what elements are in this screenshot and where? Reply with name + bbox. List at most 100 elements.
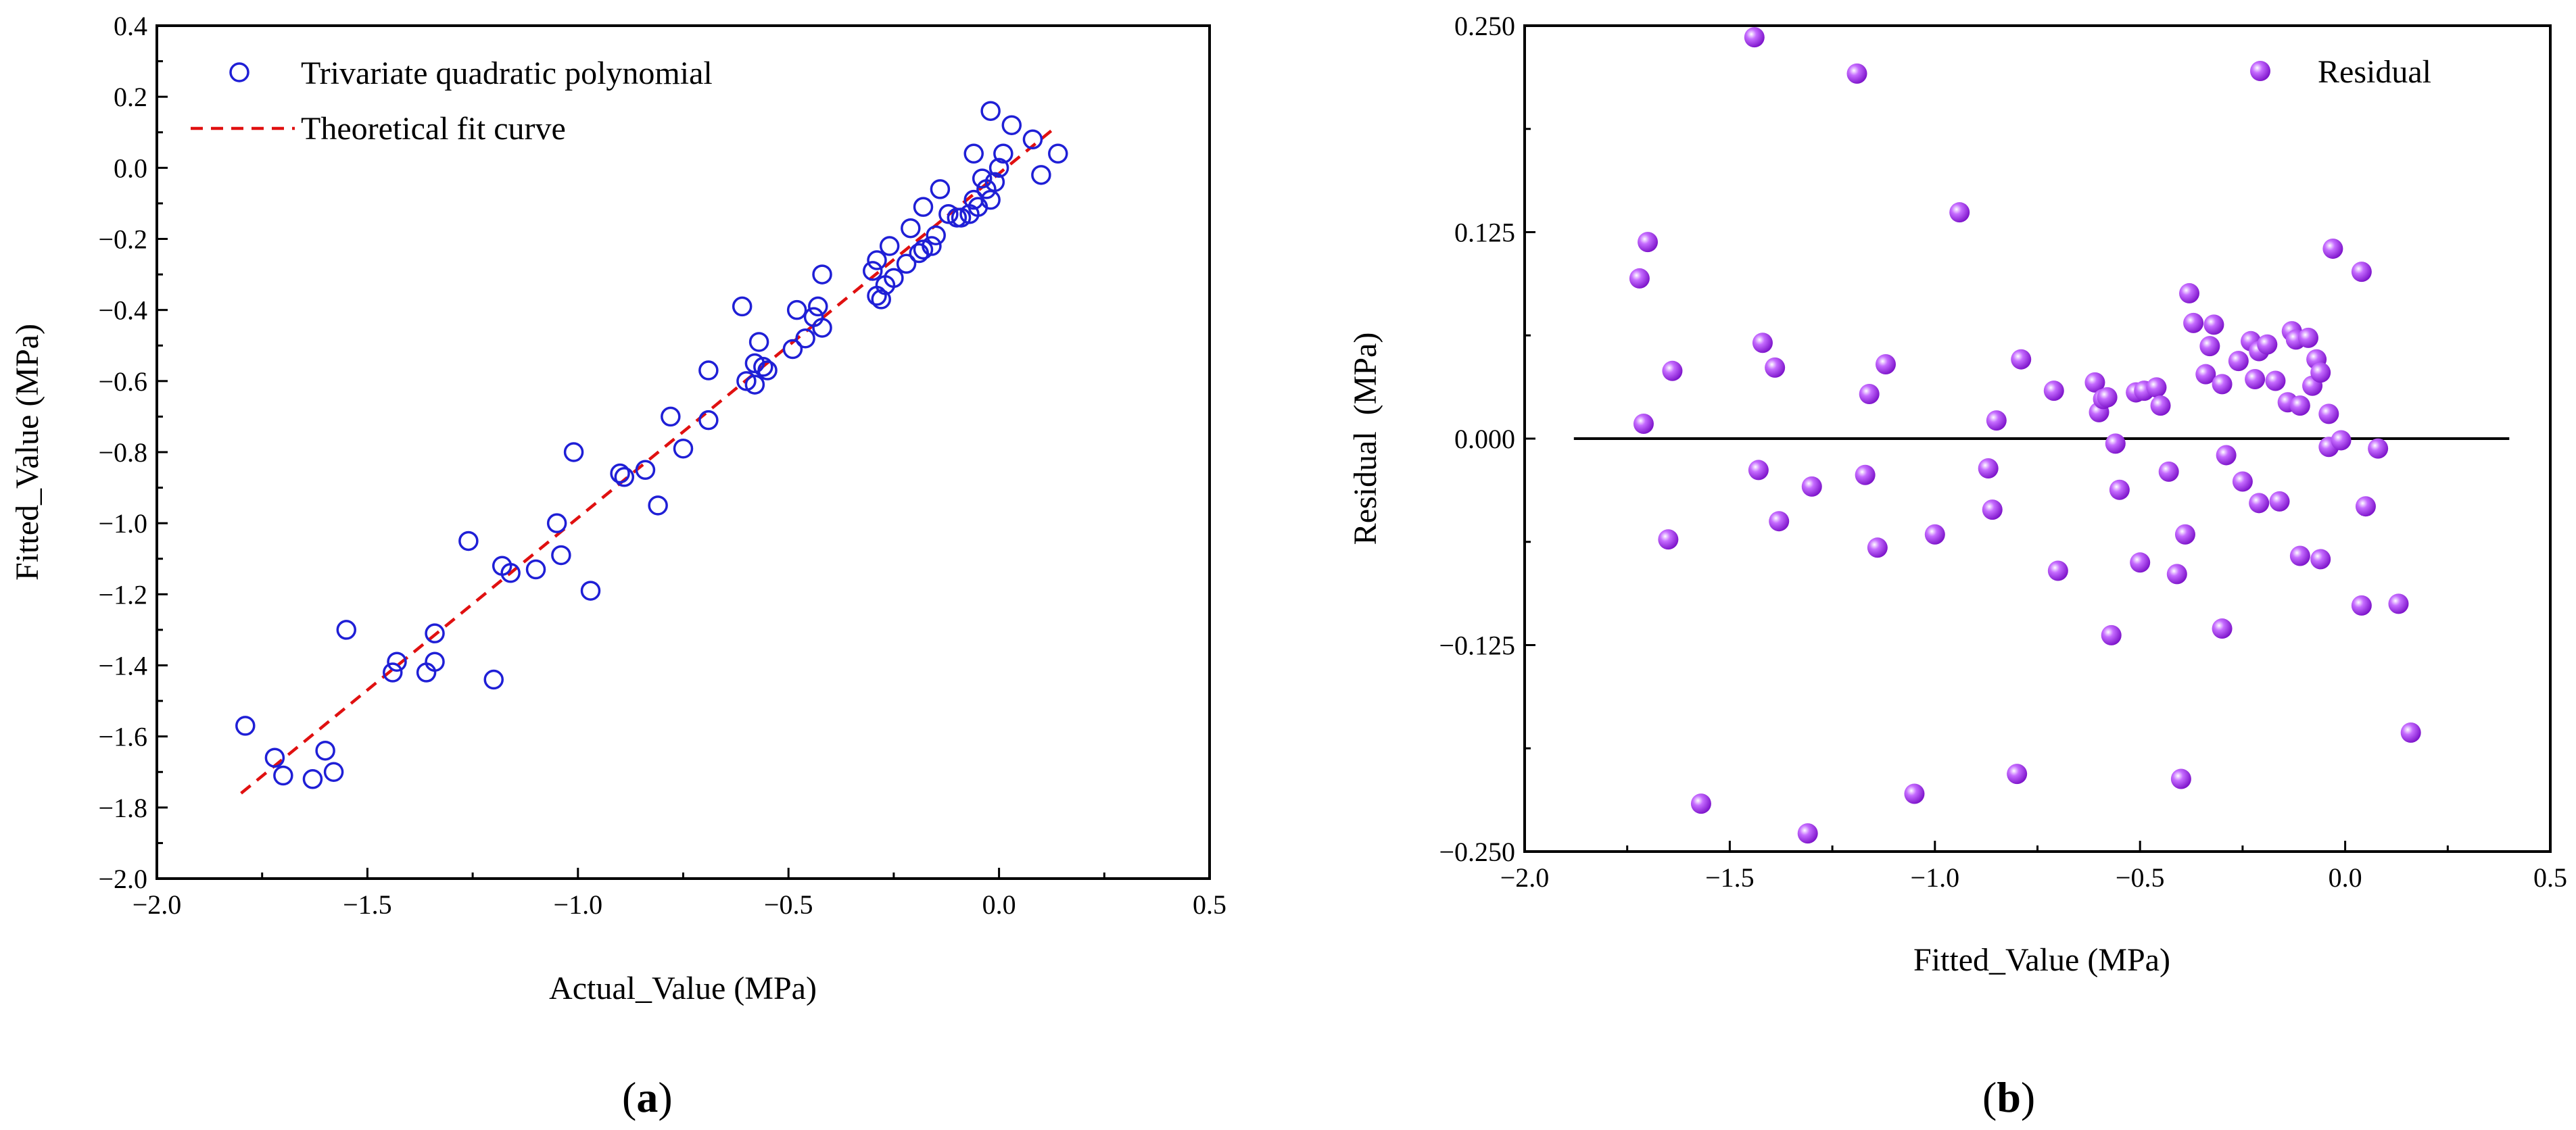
polynomial-data-point: [673, 438, 694, 459]
panel-b-x-tick-label: 0.5: [2533, 862, 2567, 893]
residual-data-point: [1846, 63, 1867, 84]
panel-b-legend: Residual: [2250, 54, 2431, 90]
polynomial-data-point: [993, 143, 1013, 164]
residual-data-point: [2212, 374, 2233, 395]
panel-a-label-open: (: [622, 1073, 636, 1121]
panel-b-label-letter: b: [1997, 1073, 2021, 1121]
panel-a-y-tick-label: −0.8: [98, 437, 147, 468]
residual-data-point: [2310, 362, 2331, 383]
residual-data-point: [2047, 560, 2068, 581]
residual-data-point: [1690, 793, 1711, 814]
polynomial-data-point: [614, 467, 635, 487]
panel-a-y-tick-label: 0.0: [114, 153, 147, 183]
panel-a-x-axis-title: Actual_Value (MPa): [549, 971, 817, 1006]
panel-a-y-tick-label: −1.8: [98, 793, 147, 823]
panel-a-y-tick-label: −2.0: [98, 864, 147, 894]
residual-data-point: [1875, 354, 1896, 375]
polynomial-data-point: [425, 623, 445, 643]
residual-data-point: [2101, 624, 2122, 645]
residual-data-point: [1867, 537, 1888, 558]
polynomial-data-point: [782, 339, 803, 360]
panel-a-y-tick-label: −1.0: [98, 508, 147, 539]
polynomial-data-point: [610, 463, 630, 484]
residual-data-point: [2105, 433, 2126, 454]
polynomial-data-point: [235, 716, 256, 736]
panel-a-legend: Trivariate quadratic polynomial Theoreti…: [191, 55, 713, 147]
panel-b-label-open: (: [1982, 1073, 1997, 1121]
polynomial-data-point: [273, 765, 293, 786]
polynomial-data-point: [901, 218, 921, 239]
residual-data-point: [1633, 414, 1654, 435]
residual-data-point: [2310, 549, 2331, 570]
residual-data-point: [2289, 545, 2310, 566]
residual-data-point: [1982, 499, 2003, 520]
residual-data-point: [1748, 460, 1769, 481]
polynomial-data-point: [525, 559, 546, 580]
legend-label-fit-curve: Theoretical fit curve: [301, 111, 566, 147]
panel-b-x-axis-title: Fitted_Value (MPa): [1913, 942, 2170, 978]
residual-data-point: [2265, 370, 2286, 391]
polynomial-data-point: [264, 747, 285, 768]
residual-data-point: [2249, 493, 2270, 514]
panel-a-y-tick-label: −0.2: [98, 224, 147, 255]
residual-data-point: [2318, 403, 2339, 424]
residual-data-point: [2297, 327, 2318, 348]
polynomial-data-point: [879, 236, 900, 256]
polynomial-data-point: [748, 332, 769, 352]
residual-data-point: [2084, 372, 2105, 393]
panel-b-x-tick-label: −1.5: [1705, 862, 1755, 893]
polynomial-data-point: [744, 374, 765, 395]
polynomial-data-point: [546, 513, 567, 533]
polynomial-data-point: [1048, 143, 1068, 164]
panel-label-a: (a): [622, 1073, 673, 1121]
panel-b-label-close: ): [2021, 1073, 2035, 1121]
panel-b-x-tick-label: −0.5: [2116, 862, 2165, 893]
residual-data-point: [1859, 384, 1880, 405]
residual-data-point: [1949, 202, 1970, 223]
polynomial-data-point: [323, 762, 344, 782]
panel-b-y-tick-label: −0.250: [1439, 837, 1515, 867]
polynomial-data-point: [812, 318, 832, 338]
panel-a-y-tick-label: −1.6: [98, 722, 147, 752]
polynomial-data-point: [988, 157, 1009, 178]
panel-b-y-tick-label: −0.125: [1439, 631, 1515, 661]
panel-a-x-tick-label: −2.0: [133, 889, 182, 920]
polynomial-data-point: [795, 328, 815, 349]
polynomial-data-point: [1031, 165, 1051, 185]
panel-b-x-tick-label: 0.0: [2329, 862, 2362, 893]
residual-data-point: [1801, 476, 1822, 497]
panel-a-y-axis-title: Fitted_Value (MPa): [9, 324, 45, 581]
residual-data-point: [2351, 262, 2372, 282]
residual-data-point: [2289, 395, 2310, 416]
residual-data-point: [1638, 232, 1659, 253]
residual-data-point: [1855, 464, 1876, 485]
polynomial-data-point: [302, 769, 323, 789]
polynomial-data-point: [808, 296, 828, 317]
residual-data-point: [1662, 360, 1683, 381]
polynomial-data-point: [387, 652, 407, 672]
residual-data-point: [2331, 430, 2352, 451]
panel-b-y-tick-label: 0.125: [1454, 218, 1515, 248]
residual-data-point: [2388, 593, 2409, 614]
polynomial-data-point: [980, 101, 1001, 121]
panel-a-x-tick-label: −1.0: [554, 889, 603, 920]
polynomial-data-point: [863, 261, 883, 281]
polynomial-data-point: [580, 581, 601, 601]
polynomial-data-point: [922, 236, 942, 256]
panel-a-x-tick-label: −1.5: [343, 889, 392, 920]
residual-data-point: [2146, 377, 2167, 398]
polynomial-data-point: [1022, 129, 1043, 150]
residual-data-point: [2183, 312, 2204, 333]
panel-b-chart: −0.250 −0.125 0.000 0.125 0.250 −2.0 −1.5 −1.0…: [1347, 11, 2567, 1121]
panel-a-plot-frame: [156, 24, 1211, 880]
polynomial-data-point: [383, 662, 403, 683]
panel-b-x-tick-label: −2.0: [1500, 862, 1550, 893]
residual-data-point: [2257, 334, 2278, 355]
panel-label-b: (b): [1982, 1073, 2035, 1121]
polynomial-data-point: [972, 168, 993, 189]
panel-a-y-tick-label: −0.6: [98, 366, 147, 397]
legend-marker-open-circle: [229, 62, 249, 82]
residual-data-point: [2043, 380, 2064, 401]
residual-data-point: [2150, 395, 2171, 416]
polynomial-data-point: [635, 460, 656, 481]
